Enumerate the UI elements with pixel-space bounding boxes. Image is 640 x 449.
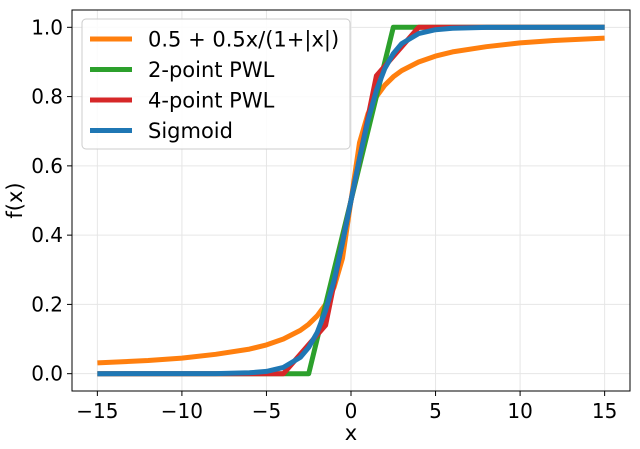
plot-lines — [97, 24, 605, 377]
legend-label: Sigmoid — [148, 119, 233, 143]
x-tick-label: 15 — [592, 399, 617, 423]
x-tick-label: −5 — [252, 399, 281, 423]
axis-ticks: −15 −10 −5 0 5 10 15 0.0 0.2 0.4 0.6 0.8 1.0 — [31, 15, 617, 423]
legend-label: 2-point PWL — [148, 58, 275, 82]
y-tick-label: 0.6 — [31, 154, 63, 178]
legend-box — [81, 18, 351, 150]
series-line-3 — [97, 24, 605, 377]
y-tick-label: 1.0 — [31, 15, 63, 39]
legend: 0.5 + 0.5x/(1+|x|) 2-point PWL 4-point PWL… — [81, 18, 351, 150]
x-axis-label: x — [345, 421, 357, 445]
y-tick-label: 0.0 — [31, 362, 63, 386]
y-tick-label: 0.4 — [31, 223, 63, 247]
x-tick-label: 0 — [345, 399, 358, 423]
legend-label: 4-point PWL — [148, 89, 275, 113]
x-tick-label: 5 — [429, 399, 442, 423]
x-tick-label: −10 — [161, 399, 203, 423]
x-tick-label: 10 — [507, 399, 532, 423]
legend-label: 0.5 + 0.5x/(1+|x|) — [148, 28, 339, 53]
x-tick-label: −15 — [76, 399, 118, 423]
y-tick-label: 0.2 — [31, 292, 63, 316]
y-axis-label: f(x) — [3, 182, 27, 218]
y-tick-label: 0.8 — [31, 85, 63, 109]
